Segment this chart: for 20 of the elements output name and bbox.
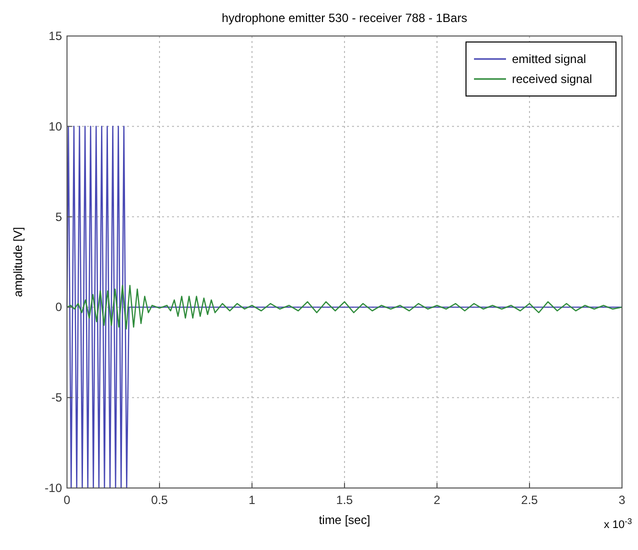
y-tick-label: 0 <box>55 300 62 314</box>
x-tick-label: 0 <box>64 493 71 507</box>
text: x 10$^{-3}$ <box>604 516 632 531</box>
chart-title: hydrophone emitter 530 - receiver 788 - 1Bars <box>222 11 468 25</box>
x-tick-label: 2 <box>434 493 441 507</box>
x-tick-label: 3 <box>618 493 626 507</box>
x-tick-label: 1 <box>248 493 256 507</box>
x-axis-title: time [sec] <box>318 513 370 527</box>
y-tick-label: 10 <box>48 119 62 134</box>
x-tick-label: 0.5 <box>151 493 168 507</box>
legend-label: received signal <box>512 72 592 86</box>
y-tick-label: 15 <box>48 29 62 43</box>
x-tick-label: 1.5 <box>336 493 354 507</box>
line-series <box>66 284 623 330</box>
legend-label: emitted signal <box>512 52 586 66</box>
x-tick-label: 2.5 <box>521 493 538 507</box>
y-axis-title: amplitude [V] <box>11 226 25 298</box>
y-tick-label: -5 <box>51 390 62 405</box>
y-tick-label: 5 <box>55 210 62 224</box>
y-tick-label: -10 <box>44 481 62 495</box>
